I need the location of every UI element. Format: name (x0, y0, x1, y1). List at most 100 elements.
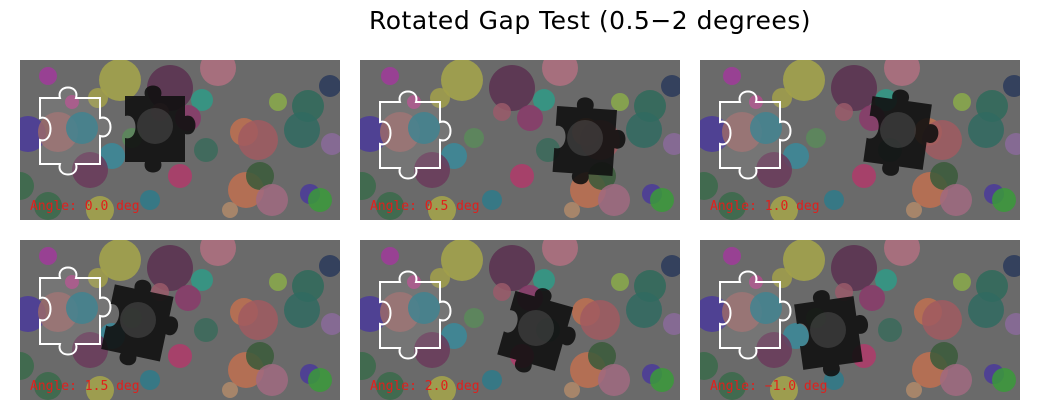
bg-circle (533, 269, 555, 291)
bg-circle (806, 128, 826, 148)
bg-circle (376, 372, 404, 400)
bg-circle (489, 65, 535, 111)
bg-circle (168, 344, 192, 368)
bg-circle (489, 245, 535, 291)
bg-circle (319, 255, 340, 277)
bg-circle (428, 196, 456, 220)
bg-circle (783, 240, 825, 281)
bg-circle (650, 188, 674, 212)
bg-circle (66, 292, 98, 324)
bg-circle (626, 112, 662, 148)
bg-circle (906, 202, 922, 218)
bg-circle (700, 352, 718, 380)
bg-circle (34, 192, 62, 220)
bg-circle (580, 300, 620, 340)
test-panel-5: Angle: 2.0 deg (360, 240, 680, 400)
bg-circle (770, 196, 798, 220)
bg-circle (723, 247, 741, 265)
bg-circle (661, 255, 680, 277)
bg-circle (194, 318, 218, 342)
bg-circle (464, 308, 484, 328)
bg-circle (598, 184, 630, 216)
bg-circle (875, 269, 897, 291)
bg-circle (1005, 133, 1020, 155)
bg-circle (663, 133, 680, 155)
gap-outline (719, 90, 792, 180)
figure-title: Rotated Gap Test (0.5−2 degrees) (368, 6, 812, 35)
bg-circle (284, 292, 320, 328)
bg-circle (360, 172, 376, 200)
bg-circle (493, 103, 511, 121)
bg-circle (20, 352, 34, 380)
gap-outline (39, 266, 112, 356)
bg-circle (750, 112, 782, 144)
bg-circle (175, 285, 201, 311)
bg-circle (147, 245, 193, 291)
bg-circle (168, 164, 192, 188)
bg-circle (831, 65, 877, 111)
bg-circle (376, 192, 404, 220)
bg-circle (1005, 313, 1020, 335)
bg-circle (86, 376, 114, 400)
bg-circle (284, 112, 320, 148)
test-panel-4: Angle: 1.5 deg (20, 240, 340, 400)
bg-circle (441, 240, 483, 281)
bg-circle (407, 95, 421, 109)
bg-circle (835, 283, 853, 301)
piece-highlight (880, 112, 916, 148)
bg-circle (723, 67, 741, 85)
angle-label: Angle: 0.0 deg (30, 199, 140, 214)
bg-circle (319, 75, 340, 97)
puzzle-piece (552, 97, 626, 185)
bg-circle (542, 240, 578, 266)
background-circles (700, 60, 1020, 220)
bg-circle (992, 188, 1016, 212)
bg-circle (718, 372, 746, 400)
bg-circle (140, 190, 160, 210)
bg-circle (20, 172, 34, 200)
bg-circle (884, 240, 920, 266)
bg-circle (968, 112, 1004, 148)
bg-circle (750, 292, 782, 324)
bg-circle (408, 112, 440, 144)
bg-circle (650, 368, 674, 392)
bg-circle (770, 376, 798, 400)
puzzle-piece (794, 290, 868, 377)
scene (700, 240, 1020, 400)
bg-circle (200, 240, 236, 266)
bg-circle (140, 370, 160, 390)
piece-highlight (567, 120, 603, 156)
puzzle-piece (497, 288, 576, 373)
bg-circle (700, 116, 730, 152)
bg-circle (930, 342, 958, 370)
bg-circle (381, 67, 399, 85)
angle-label: Angle: 1.0 deg (710, 199, 820, 214)
angle-label: Angle: 0.5 deg (370, 199, 480, 214)
bg-circle (482, 190, 502, 210)
bg-circle (700, 296, 730, 332)
bg-circle (191, 89, 213, 111)
bg-circle (428, 376, 456, 400)
bg-circle (222, 382, 238, 398)
bg-circle (360, 296, 388, 332)
bg-circle (360, 116, 388, 152)
bg-circle (831, 245, 877, 291)
bg-circle (835, 103, 853, 121)
background-circles (360, 240, 680, 400)
bg-circle (407, 275, 421, 289)
bg-circle (922, 300, 962, 340)
bg-circle (598, 364, 630, 396)
bg-circle (564, 382, 580, 398)
bg-circle (99, 60, 141, 101)
bg-circle (533, 89, 555, 111)
background-circles (20, 240, 340, 400)
piece-highlight (810, 312, 846, 348)
piece-highlight (137, 108, 173, 144)
bg-circle (663, 313, 680, 335)
test-panel-6: Angle: −1.0 deg (700, 240, 1020, 400)
bg-circle (824, 190, 844, 210)
bg-circle (756, 152, 792, 188)
bg-circle (360, 352, 376, 380)
puzzle-piece (101, 279, 179, 366)
gap-outline (379, 270, 452, 360)
